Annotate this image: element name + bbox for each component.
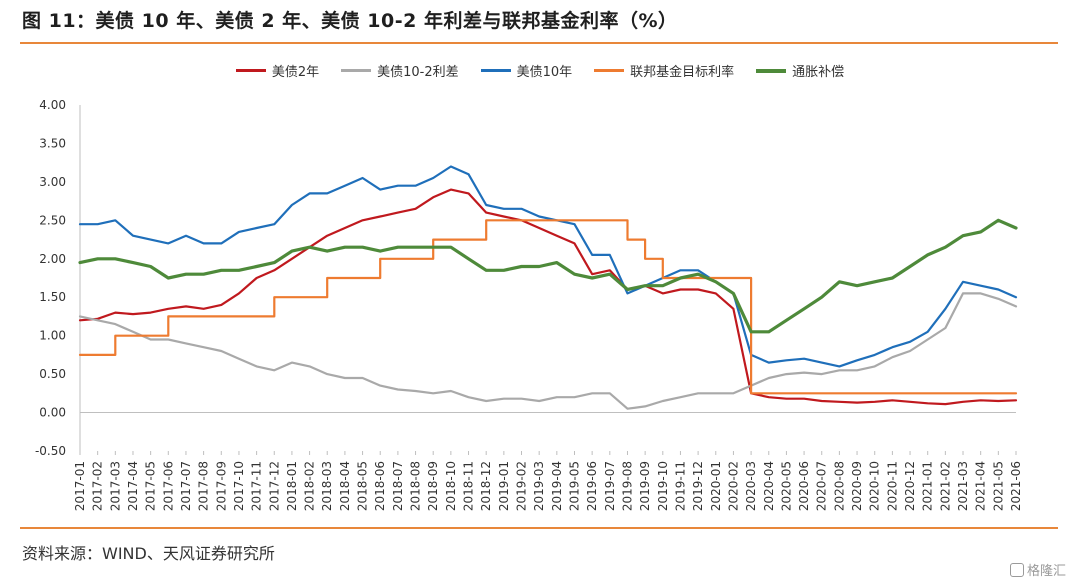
x-tick-label: 2018-01 bbox=[285, 461, 299, 511]
x-tick-label: 2020-03 bbox=[744, 461, 758, 511]
series-line-1 bbox=[78, 292, 1018, 410]
y-tick-label: 0.00 bbox=[39, 406, 66, 420]
x-tick-label: 2017-03 bbox=[108, 461, 122, 511]
x-tick-label: 2017-06 bbox=[161, 461, 175, 511]
legend-label: 联邦基金目标利率 bbox=[630, 65, 735, 80]
x-tick-label: 2017-09 bbox=[214, 461, 228, 511]
x-tick-label: 2019-09 bbox=[638, 461, 652, 511]
x-tick-label: 2021-01 bbox=[921, 461, 935, 511]
series-line-4 bbox=[78, 218, 1018, 334]
series-line-2 bbox=[78, 165, 1018, 368]
x-tick-label: 2018-04 bbox=[338, 461, 352, 511]
legend-item: 美债10-2利差 bbox=[341, 61, 459, 80]
x-tick-label: 2018-12 bbox=[479, 461, 493, 511]
x-tick-label: 2020-08 bbox=[832, 461, 846, 511]
x-tick-label: 2020-06 bbox=[797, 461, 811, 511]
x-tick-label: 2021-02 bbox=[938, 461, 952, 511]
y-tick-label: 1.50 bbox=[39, 290, 66, 304]
x-tick-label: 2017-04 bbox=[126, 461, 140, 511]
x-tick-label: 2019-05 bbox=[567, 461, 581, 511]
x-tick-label: 2020-02 bbox=[726, 461, 740, 511]
x-tick-label: 2019-04 bbox=[550, 461, 564, 511]
title-rule bbox=[20, 42, 1058, 44]
series-line-3 bbox=[78, 219, 1018, 395]
x-tick-label: 2017-01 bbox=[73, 461, 87, 511]
y-tick-label: 0.50 bbox=[39, 367, 66, 381]
legend-swatch bbox=[235, 69, 266, 72]
legend-item: 美债2年 bbox=[235, 61, 320, 80]
legend-item: 美债10年 bbox=[480, 61, 573, 80]
legend-item: 联邦基金目标利率 bbox=[594, 61, 734, 80]
legend-swatch bbox=[341, 69, 372, 72]
x-tick-label: 2020-04 bbox=[762, 461, 776, 511]
x-tick-label: 2020-07 bbox=[815, 461, 829, 511]
x-tick-label: 2018-06 bbox=[373, 461, 387, 511]
legend-label: 通胀补偿 bbox=[792, 65, 845, 80]
legend-label: 美债10-2利差 bbox=[377, 65, 459, 80]
x-tick-label: 2021-04 bbox=[974, 461, 988, 511]
x-tick-label: 2017-10 bbox=[232, 461, 246, 511]
figure-title: 图 11：美债 10 年、美债 2 年、美债 10-2 年利差与联邦基金利率（%… bbox=[22, 10, 678, 32]
watermark-text: 格隆汇 bbox=[1026, 564, 1066, 579]
x-tick-label: 2018-07 bbox=[391, 461, 405, 511]
x-tick-label: 2017-07 bbox=[179, 461, 193, 511]
x-tick-label: 2021-05 bbox=[991, 461, 1005, 511]
x-tick-label: 2020-10 bbox=[868, 461, 882, 511]
x-tick-label: 2020-11 bbox=[885, 461, 899, 511]
legend-item: 通胀补偿 bbox=[756, 61, 844, 80]
x-tick-label: 2017-08 bbox=[197, 461, 211, 511]
x-tick-label: 2019-08 bbox=[620, 461, 634, 511]
y-tick-label: 2.50 bbox=[39, 213, 66, 227]
x-tick-label: 2019-07 bbox=[603, 461, 617, 511]
x-tick-label: 2019-12 bbox=[691, 461, 705, 511]
x-tick-label: 2017-02 bbox=[91, 461, 105, 511]
line-chart: 4.00 3.50 3.00 2.50 2.00 1.50 1.00 0.50 0.00 -0.5… bbox=[35, 98, 1023, 511]
x-tick-label: 2018-11 bbox=[462, 461, 476, 511]
x-tick-label: 2019-01 bbox=[497, 461, 511, 511]
x-tick-label: 2017-05 bbox=[144, 461, 158, 511]
x-tick-label: 2019-06 bbox=[585, 461, 599, 511]
y-tick-label: 3.50 bbox=[39, 136, 66, 150]
source-note: 资料来源：WIND、天风证券研究所 bbox=[22, 544, 275, 563]
watermark: 格隆汇 bbox=[1009, 560, 1066, 579]
y-tick-label: 3.00 bbox=[39, 175, 66, 189]
y-tick-label: 1.00 bbox=[39, 329, 66, 343]
x-tick-label: 2021-03 bbox=[956, 461, 970, 511]
x-tick-label: 2017-11 bbox=[250, 461, 264, 511]
legend-label: 美债2年 bbox=[271, 65, 320, 80]
y-tick-label: 4.00 bbox=[39, 98, 66, 112]
x-tick-label: 2020-12 bbox=[903, 461, 917, 511]
x-tick-label: 2018-10 bbox=[444, 461, 458, 511]
x-tick-label: 2020-09 bbox=[850, 461, 864, 511]
x-tick-label: 2019-11 bbox=[673, 461, 687, 511]
y-tick-label: 2.00 bbox=[39, 252, 66, 266]
x-tick-label: 2017-12 bbox=[267, 461, 281, 511]
x-tick-label: 2018-03 bbox=[320, 461, 334, 511]
x-tick-label: 2018-09 bbox=[426, 461, 440, 511]
x-tick-label: 2020-01 bbox=[709, 461, 723, 511]
watermark-logo-icon bbox=[1009, 563, 1024, 577]
x-tick-label: 2018-08 bbox=[409, 461, 423, 511]
x-tick-label: 2019-10 bbox=[656, 461, 670, 511]
x-tick-label: 2020-05 bbox=[779, 461, 793, 511]
chart-legend: 美债2年 美债10-2利差 美债10年 联邦基金目标利率 通胀补偿 bbox=[0, 61, 1080, 80]
x-tick-label: 2019-02 bbox=[515, 461, 529, 511]
footer-rule bbox=[20, 527, 1058, 529]
x-tick-label: 2019-03 bbox=[532, 461, 546, 511]
y-tick-label: -0.50 bbox=[35, 444, 66, 458]
x-tick-label: 2018-02 bbox=[303, 461, 317, 511]
x-tick-label: 2021-06 bbox=[1009, 461, 1023, 511]
series-line-0 bbox=[78, 188, 1018, 406]
legend-swatch bbox=[480, 69, 511, 72]
legend-swatch bbox=[594, 69, 625, 72]
legend-label: 美债10年 bbox=[516, 65, 573, 80]
x-tick-label: 2018-05 bbox=[356, 461, 370, 511]
legend-swatch bbox=[756, 68, 787, 73]
